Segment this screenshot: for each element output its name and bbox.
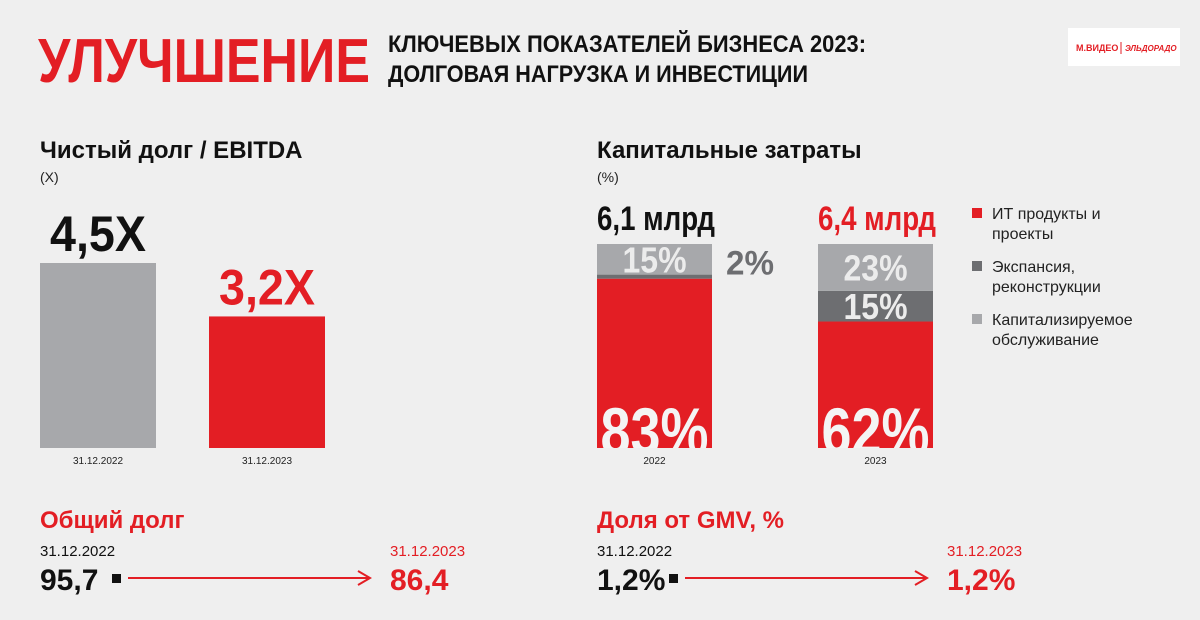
x-tick-label: 2022 [643,456,666,467]
bar [40,263,156,448]
chart-title: Чистый долг / EBITDA [40,137,303,164]
legend-label: Экспансия, реконструкции [992,259,1101,296]
bar-segment [818,321,933,448]
total-label: 6,4 млрд [818,200,936,238]
arrow-start [669,574,678,583]
page-title: УЛУЧШЕНИЕ [38,27,370,96]
bar-segment [818,244,933,291]
bar-segment [597,274,712,279]
to-date: 31.12.2023 [947,543,1022,560]
bar-segment [818,290,933,322]
legend-label: ИТ продукты и проекты [992,206,1101,243]
bar-segment [597,278,712,448]
from-date: 31.12.2022 [597,543,672,560]
metric-title: Общий долг [40,507,184,534]
value-label: 4,5X [50,206,146,262]
bar-segment [597,244,712,275]
chart-title: Капитальные затраты [597,137,862,164]
segment-label: 62% [822,394,930,468]
logo: М.ВИДЕО [1076,43,1118,53]
to-value: 86,4 [390,564,449,597]
logo: ЭЛЬДОРАДО [1125,44,1177,53]
value-label: 3,2X [219,259,315,315]
legend-swatch [972,208,982,218]
x-tick-label: 2023 [864,456,887,467]
logo-box [1068,28,1180,66]
subtitle: КЛЮЧЕВЫХ ПОКАЗАТЕЛЕЙ БИЗНЕСА 2023: [388,30,866,58]
x-tick-label: 31.12.2022 [73,456,123,467]
x-tick-label: 31.12.2023 [242,456,292,467]
legend-label: Капитализируемое обслуживание [992,312,1133,349]
from-date: 31.12.2022 [40,543,115,560]
to-date: 31.12.2023 [390,543,465,560]
unit: (%) [597,169,619,185]
arrow-head [914,570,929,586]
segment-label: 15% [844,286,908,327]
total-label: 6,1 млрд [597,200,715,238]
from-value: 95,7 [40,564,98,597]
bar [209,316,325,448]
segment-label: 2% [726,245,774,283]
from-value: 1,2% [597,564,665,597]
to-value: 1,2% [947,564,1015,597]
legend-swatch [972,261,982,271]
unit: (X) [40,169,59,185]
arrow-start [112,574,121,583]
legend-swatch [972,314,982,324]
subtitle: ДОЛГОВАЯ НАГРУЗКА И ИНВЕСТИЦИИ [388,61,808,88]
segment-label: 15% [623,239,687,280]
segment-label: 83% [601,394,709,468]
metric-title: Доля от GMV, % [597,507,784,534]
arrow-head [357,570,372,586]
segment-label: 23% [844,247,908,288]
